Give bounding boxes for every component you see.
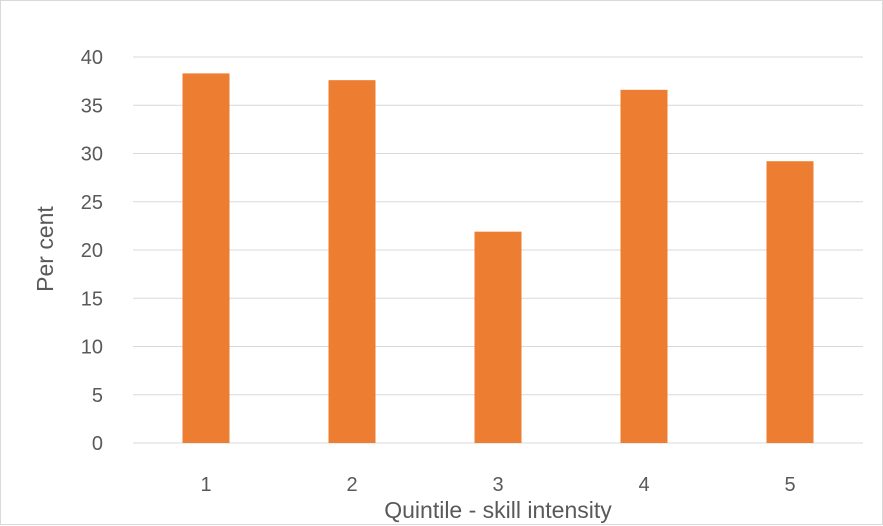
y-axis-title: Per cent bbox=[32, 206, 58, 292]
y-tick-label: 15 bbox=[81, 288, 103, 310]
x-axis-title: Quintile - skill intensity bbox=[384, 497, 612, 523]
x-tick-label: 1 bbox=[200, 474, 211, 496]
y-tick-label: 25 bbox=[81, 192, 103, 214]
x-tick-label: 4 bbox=[638, 474, 649, 496]
y-tick-label: 35 bbox=[81, 95, 103, 117]
y-tick-label: 5 bbox=[92, 385, 103, 407]
x-tick-label: 5 bbox=[784, 474, 795, 496]
bars bbox=[182, 73, 814, 443]
bar-3 bbox=[474, 231, 522, 443]
y-tick-label: 30 bbox=[81, 144, 103, 166]
y-tick-label: 0 bbox=[92, 433, 103, 455]
y-tick-label: 20 bbox=[81, 240, 103, 262]
y-tick-label: 40 bbox=[81, 47, 103, 69]
y-axis-ticks: 0 5 10 15 20 25 30 35 40 bbox=[81, 47, 103, 455]
y-tick-label: 10 bbox=[81, 337, 103, 359]
bar-2 bbox=[328, 80, 376, 443]
x-tick-label: 2 bbox=[346, 474, 357, 496]
x-tick-label: 3 bbox=[492, 474, 503, 496]
x-axis-ticks: 1 2 3 4 5 bbox=[200, 474, 795, 496]
bar-4 bbox=[620, 89, 668, 443]
bar-1 bbox=[182, 73, 230, 443]
bar-5 bbox=[766, 161, 814, 443]
